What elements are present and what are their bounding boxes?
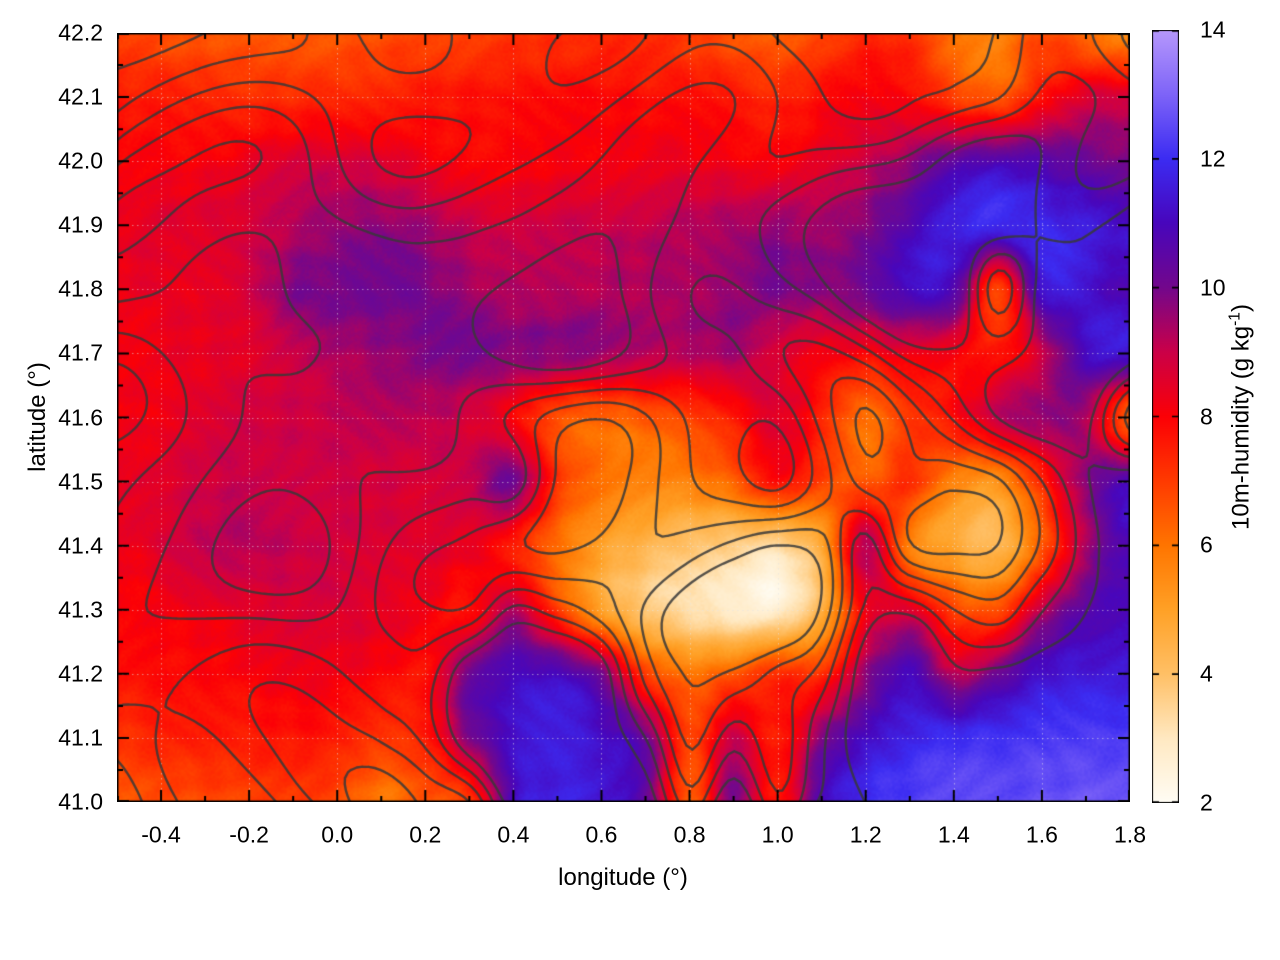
colorbar-title-text: 10m-humidity (g kg xyxy=(1227,325,1255,530)
x-tick-label: -0.4 xyxy=(141,821,181,848)
colorbar-tick-label: 14 xyxy=(1200,16,1226,43)
colorbar-tick-label: 10 xyxy=(1200,274,1226,301)
y-tick-label: 42.2 xyxy=(58,19,103,46)
x-tick-label: 1.6 xyxy=(1025,821,1058,848)
x-axis-title: longitude (°) xyxy=(558,864,688,891)
heatmap-plot-area xyxy=(117,33,1130,802)
y-tick-label: 42.1 xyxy=(58,83,103,110)
y-tick-label: 41.4 xyxy=(58,532,103,559)
y-tick-label: 41.2 xyxy=(58,660,103,687)
colorbar-tick-label: 2 xyxy=(1200,789,1213,816)
x-tick-label: -0.2 xyxy=(229,821,269,848)
y-tick-label: 41.3 xyxy=(58,596,103,623)
colorbar-title-close: ) xyxy=(1227,304,1255,313)
x-tick-label: 0.6 xyxy=(585,821,618,848)
x-tick-label: 0.8 xyxy=(673,821,706,848)
y-tick-label: 41.5 xyxy=(58,468,103,495)
colorbar-tick-label: 4 xyxy=(1200,660,1213,687)
colorbar-title-sup: -1 xyxy=(1226,312,1244,326)
x-tick-label: 0.0 xyxy=(321,821,354,848)
colorbar-tick-label: 8 xyxy=(1200,403,1213,429)
colorbar-tick-label: 12 xyxy=(1200,145,1226,172)
x-tick-label: 1.2 xyxy=(849,821,882,848)
colorbar-tick-label: 6 xyxy=(1200,531,1213,558)
y-tick-label: 41.8 xyxy=(58,275,103,302)
y-tick-label: 41.9 xyxy=(58,211,103,238)
x-tick-label: 0.2 xyxy=(409,821,442,848)
x-tick-label: 0.4 xyxy=(497,821,530,848)
x-tick-label: 1.4 xyxy=(937,821,970,848)
x-tick-label: 1.8 xyxy=(1114,821,1146,848)
y-tick-label: 41.6 xyxy=(58,404,103,430)
y-tick-label: 41.0 xyxy=(58,788,103,815)
y-tick-label: 42.0 xyxy=(58,147,103,174)
x-tick-label: 1.0 xyxy=(761,821,794,848)
y-tick-label: 41.7 xyxy=(58,339,103,366)
y-tick-label: 41.1 xyxy=(58,724,103,751)
colorbar xyxy=(1152,30,1179,803)
y-axis-title: latitude (°) xyxy=(24,362,51,472)
colorbar-title: 10m-humidity (g kg-1) xyxy=(1227,304,1256,530)
